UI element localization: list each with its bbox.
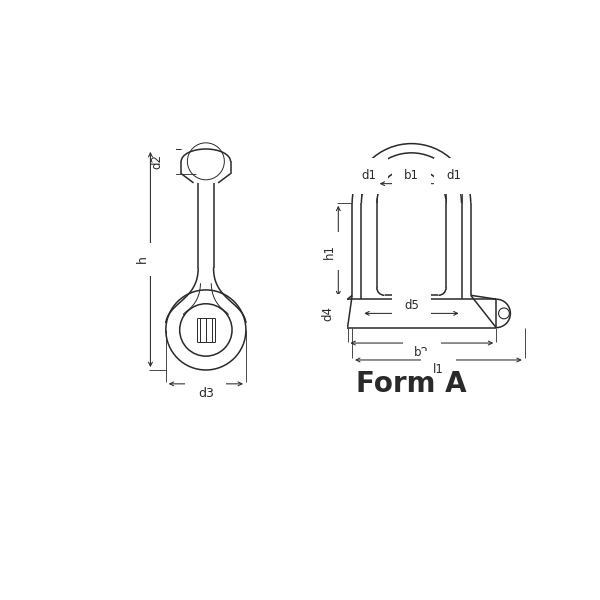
Text: b1: b1 bbox=[404, 169, 419, 182]
Text: l1: l1 bbox=[433, 363, 444, 376]
Text: d5: d5 bbox=[404, 299, 419, 312]
Text: d1: d1 bbox=[362, 169, 377, 182]
Text: Form A: Form A bbox=[356, 370, 467, 398]
Text: d3: d3 bbox=[198, 386, 214, 400]
Text: b2: b2 bbox=[415, 346, 430, 359]
Text: h: h bbox=[136, 256, 149, 263]
Text: d4: d4 bbox=[322, 306, 335, 321]
Text: d2: d2 bbox=[151, 154, 164, 169]
Text: h1: h1 bbox=[323, 244, 337, 259]
Text: d1: d1 bbox=[446, 169, 461, 182]
